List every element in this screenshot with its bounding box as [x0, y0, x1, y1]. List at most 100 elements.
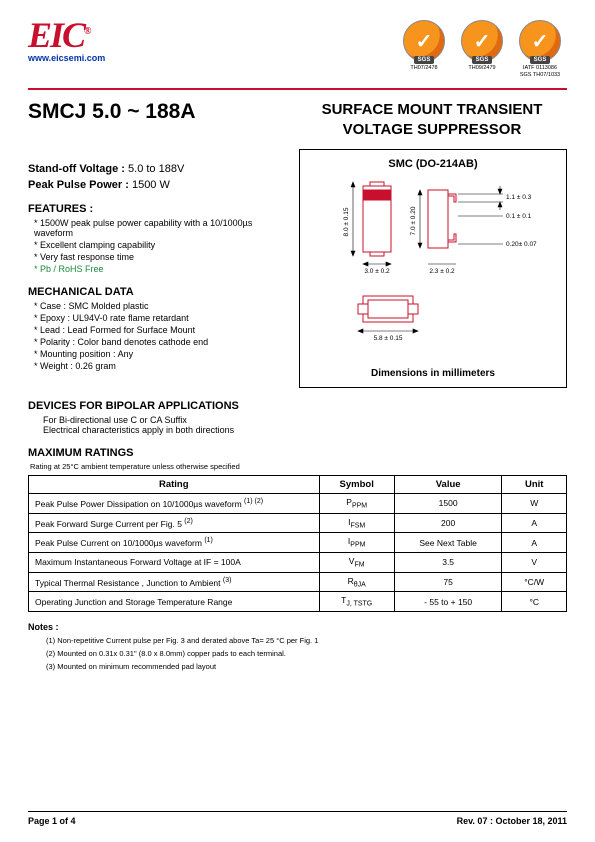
symbol-cell: PPPM: [319, 494, 394, 514]
power-label: Peak Pulse Power :: [28, 179, 129, 191]
rating-cell: Peak Pulse Power Dissipation on 10/1000µ…: [29, 494, 320, 514]
note-item: (3) Mounted on minimum recommended pad l…: [46, 662, 567, 671]
rating-cell: Operating Junction and Storage Temperatu…: [29, 592, 320, 612]
notes-section: Notes : (1) Non-repetitive Current pulse…: [28, 622, 567, 671]
mech-item: * Mounting position : Any: [34, 349, 285, 359]
mech-text: Polarity : Color band denotes cathode en…: [40, 337, 208, 347]
package-diagram-box: SMC (DO-214AB) 8.0 ± 0.15: [299, 149, 567, 388]
note-item: (1) Non-repetitive Current pulse per Fig…: [46, 636, 567, 645]
unit-cell: V: [502, 553, 567, 573]
package-caption: Dimensions in millimeters: [308, 368, 558, 379]
dim-d5-label: 2.3 ± 0.2: [429, 268, 455, 275]
mech-item: * Polarity : Color band denotes cathode …: [34, 337, 285, 347]
value-cell: 3.5: [394, 553, 502, 573]
sgs-label: SGS: [472, 56, 493, 64]
value-cell: 75: [394, 572, 502, 592]
mech-item: * Epoxy : UL94V-0 rate flame retardant: [34, 313, 285, 323]
bipolar-head: DEVICES FOR BIPOLAR APPLICATIONS: [28, 400, 567, 412]
col-unit: Unit: [502, 476, 567, 494]
cert-id: TH09/2479: [468, 65, 495, 71]
mechanical-head: MECHANICAL DATA: [28, 286, 285, 298]
header: EIC® www.eicsemi.com SGS TH07/2478 SGS T…: [28, 20, 567, 82]
dim-d6: 1.1 ± 0.3: [506, 194, 532, 201]
dim-d3: 5.8 ± 0.15: [374, 335, 403, 342]
feature-item: * Excellent clamping capability: [34, 240, 285, 250]
mech-text: Mounting position : Any: [40, 349, 133, 359]
page-number: Page 1 of 4: [28, 816, 76, 826]
dim-d2: 3.0 ± 0.2: [364, 268, 390, 275]
mech-item: * Case : SMC Molded plastic: [34, 301, 285, 311]
feature-text: Pb / RoHS Free: [40, 264, 104, 274]
logo-area: EIC® www.eicsemi.com: [28, 20, 105, 63]
cert-badge-1: SGS TH07/2478: [397, 20, 451, 78]
notes-head: Notes :: [28, 622, 567, 632]
power-value: 1500 W: [132, 179, 170, 191]
symbol-cell: IPPM: [319, 533, 394, 553]
unit-cell: °C/W: [502, 572, 567, 592]
unit-cell: A: [502, 533, 567, 553]
table-row: Maximum Instantaneous Forward Voltage at…: [29, 553, 567, 573]
rating-cell: Typical Thermal Resistance , Junction to…: [29, 572, 320, 592]
logo-text: EIC: [28, 15, 84, 55]
value-cell: - 55 to + 150: [394, 592, 502, 612]
unit-cell: °C: [502, 592, 567, 612]
feature-text: Excellent clamping capability: [40, 240, 155, 250]
dim-d4: 7.0 ± 0.20: [410, 206, 417, 235]
title-row: SMCJ 5.0 ~ 188A SURFACE MOUNT TRANSIENT …: [28, 100, 567, 139]
symbol-cell: RθJA: [319, 572, 394, 592]
table-row: Peak Forward Surge Current per Fig. 5 (2…: [29, 513, 567, 533]
package-title: SMC (DO-214AB): [308, 158, 558, 170]
value-cell: See Next Table: [394, 533, 502, 553]
main-title: SURFACE MOUNT TRANSIENT VOLTAGE SUPPRESS…: [297, 100, 567, 139]
value-cell: 200: [394, 513, 502, 533]
symbol-cell: IFSM: [319, 513, 394, 533]
mech-text: Weight : 0.26 gram: [40, 361, 116, 371]
table-header-row: Rating Symbol Value Unit: [29, 476, 567, 494]
cert-badge-3: SGS IATF 0113086 SGS TH07/1033: [513, 20, 567, 78]
registered-mark: ®: [84, 26, 89, 37]
value-cell: 1500: [394, 494, 502, 514]
note-item: (2) Mounted on 0.31x 0.31" (8.0 x 8.0mm)…: [46, 649, 567, 658]
package-diagram: 8.0 ± 0.15 3.0 ± 0.2: [308, 176, 558, 361]
feature-item: * Very fast response time: [34, 252, 285, 262]
cert-id: IATF 0113086: [523, 65, 557, 71]
standoff-value: 5.0 to 188V: [128, 163, 184, 175]
feature-text: Very fast response time: [40, 252, 134, 262]
dim-d8: 0.20± 0.07: [506, 241, 537, 248]
dim-d7: 0.1 ± 0.1: [506, 213, 532, 220]
symbol-cell: VFM: [319, 553, 394, 573]
brand-logo: EIC®: [28, 20, 105, 51]
feature-item: * 1500W peak pulse power capability with…: [34, 218, 285, 238]
bipolar-section: DEVICES FOR BIPOLAR APPLICATIONS For Bi-…: [28, 400, 567, 435]
features-head: FEATURES :: [28, 203, 285, 215]
sgs-label: SGS: [414, 56, 435, 64]
table-row: Typical Thermal Resistance , Junction to…: [29, 572, 567, 592]
col-rating: Rating: [29, 476, 320, 494]
feature-text: 1500W peak pulse power capability with a…: [34, 218, 252, 238]
cert-badge-2: SGS TH09/2479: [455, 20, 509, 78]
footer: Page 1 of 4 Rev. 07 : October 18, 2011: [28, 811, 567, 826]
bipolar-line: For Bi-directional use C or CA Suffix: [43, 415, 567, 425]
cert-id-2: SGS TH07/1033: [520, 72, 560, 78]
left-column: Stand-off Voltage : 5.0 to 188V Peak Pul…: [28, 149, 285, 388]
unit-cell: A: [502, 513, 567, 533]
mech-text: Case : SMC Molded plastic: [40, 301, 149, 311]
revision-date: Rev. 07 : October 18, 2011: [457, 816, 567, 826]
ratings-section: MAXIMUM RATINGS Rating at 25°C ambient t…: [28, 447, 567, 612]
dim-d1: 8.0 ± 0.15: [343, 207, 350, 236]
part-number: SMCJ 5.0 ~ 188A: [28, 100, 196, 124]
mech-text: Epoxy : UL94V-0 rate flame retardant: [40, 313, 189, 323]
table-row: Operating Junction and Storage Temperatu…: [29, 592, 567, 612]
content-row: Stand-off Voltage : 5.0 to 188V Peak Pul…: [28, 149, 567, 388]
table-row: Peak Pulse Current on 10/1000µs waveform…: [29, 533, 567, 553]
sgs-label: SGS: [530, 56, 551, 64]
ratings-note: Rating at 25°C ambient temperature unles…: [30, 462, 567, 471]
mech-text: Lead : Lead Formed for Surface Mount: [40, 325, 195, 335]
unit-cell: W: [502, 494, 567, 514]
ratings-table: Rating Symbol Value Unit Peak Pulse Powe…: [28, 475, 567, 612]
mech-item: * Weight : 0.26 gram: [34, 361, 285, 371]
mech-item: * Lead : Lead Formed for Surface Mount: [34, 325, 285, 335]
standoff-spec: Stand-off Voltage : 5.0 to 188V: [28, 163, 285, 175]
standoff-label: Stand-off Voltage :: [28, 163, 125, 175]
feature-rohs: * Pb / RoHS Free: [34, 264, 285, 274]
